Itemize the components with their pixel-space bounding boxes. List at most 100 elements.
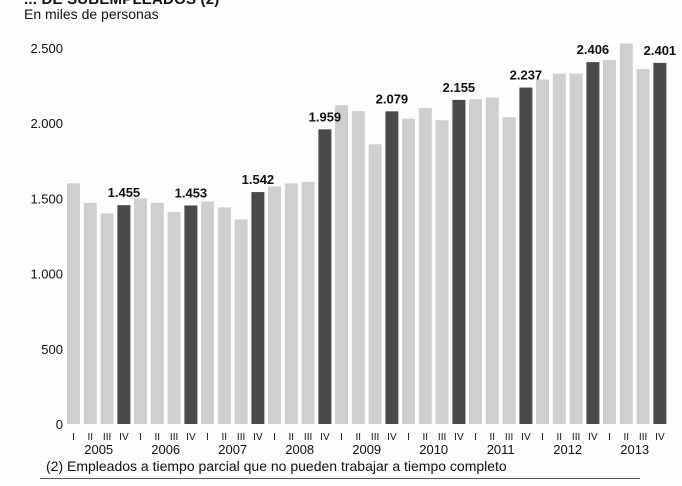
bar xyxy=(150,202,164,424)
bar xyxy=(636,69,650,424)
bar xyxy=(284,183,298,424)
bar xyxy=(469,99,482,425)
quarter-label: II xyxy=(624,432,630,443)
bar xyxy=(134,198,147,424)
quarter-label: III xyxy=(103,432,111,443)
quarter-label: II xyxy=(155,432,161,443)
bar xyxy=(485,97,499,424)
bar xyxy=(385,111,399,425)
year-label: 2009 xyxy=(352,442,381,457)
quarter-label: I xyxy=(273,432,276,443)
y-tick-label: 2.000 xyxy=(30,116,63,131)
quarter-label: I xyxy=(474,432,477,443)
bar xyxy=(536,79,549,425)
quarter-label: I xyxy=(608,432,611,443)
quarter-label: IV xyxy=(119,432,129,443)
quarter-label: I xyxy=(407,432,410,443)
year-label: 2005 xyxy=(84,442,113,457)
bar xyxy=(619,43,633,424)
quarter-label: IV xyxy=(521,432,531,443)
quarter-label: III xyxy=(639,432,647,443)
data-label: 2.155 xyxy=(443,80,476,95)
bar xyxy=(552,73,566,425)
y-tick-label: 2.500 xyxy=(30,41,63,56)
data-label: 1.455 xyxy=(108,185,141,200)
bar xyxy=(251,192,265,424)
quarter-label: I xyxy=(72,432,75,443)
bar xyxy=(603,60,616,424)
data-label: 2.079 xyxy=(376,91,409,106)
quarter-label: IV xyxy=(320,432,330,443)
bar xyxy=(318,129,332,424)
quarter-label: I xyxy=(206,432,209,443)
year-label: 2011 xyxy=(487,442,515,457)
bar xyxy=(435,120,449,424)
quarter-label: I xyxy=(541,432,544,443)
chart-title: ... DE SUBEMPLEADOS (2) xyxy=(24,0,219,8)
bar xyxy=(67,183,80,424)
data-label: 1.959 xyxy=(309,109,342,124)
year-label: 2008 xyxy=(285,442,314,457)
quarter-label: III xyxy=(505,432,513,443)
y-tick-label: 0 xyxy=(56,417,63,432)
quarter-label: II xyxy=(356,432,362,443)
y-tick-label: 500 xyxy=(41,342,63,357)
quarter-label: IV xyxy=(253,432,263,443)
bar xyxy=(452,99,466,424)
quarter-label: IV xyxy=(454,432,464,443)
year-label: 2013 xyxy=(620,442,649,457)
bars xyxy=(67,43,667,425)
year-label: 2010 xyxy=(419,442,448,457)
quarter-label: II xyxy=(423,432,429,443)
bar xyxy=(301,181,315,424)
bar xyxy=(201,201,214,424)
quarter-label: II xyxy=(222,432,228,443)
bar xyxy=(83,202,97,424)
quarter-label: IV xyxy=(588,432,598,443)
bar xyxy=(402,118,415,425)
quarter-label: III xyxy=(170,432,178,443)
data-label: 2.237 xyxy=(510,68,543,83)
bar xyxy=(167,211,181,424)
data-label: 1.453 xyxy=(175,185,208,200)
bar xyxy=(368,144,382,425)
bar xyxy=(569,73,583,425)
quarter-label: III xyxy=(371,432,379,443)
y-tick-label: 1.000 xyxy=(30,267,63,282)
quarter-label: III xyxy=(438,432,446,443)
data-label: 1.542 xyxy=(242,172,275,187)
bar xyxy=(418,108,432,424)
bar xyxy=(268,186,281,424)
quarter-label: IV xyxy=(186,432,196,443)
quarter-label: III xyxy=(304,432,312,443)
bar xyxy=(184,205,198,424)
quarter-label: III xyxy=(572,432,580,443)
footnote: (2) Empleados a tiempo parcial que no pu… xyxy=(46,458,507,474)
data-label: 2.401 xyxy=(644,43,677,58)
bar xyxy=(519,87,533,424)
quarter-label: II xyxy=(289,432,295,443)
quarter-label: II xyxy=(557,432,563,443)
bar xyxy=(586,62,600,424)
value-labels: 1.455 1.453 1.542 1.959 2.079 2.155 2.237 2.406… xyxy=(108,42,677,200)
bar xyxy=(351,111,365,424)
bar xyxy=(335,105,348,424)
year-label: 2006 xyxy=(151,442,180,457)
quarter-label: III xyxy=(237,432,245,443)
bar xyxy=(100,213,114,424)
bar xyxy=(217,207,231,424)
quarter-label: II xyxy=(490,432,496,443)
y-tick-label: 1.500 xyxy=(30,191,63,206)
quarter-label: II xyxy=(88,432,94,443)
footnote-rule xyxy=(40,478,640,479)
data-label: 2.406 xyxy=(577,42,610,57)
y-axis: 0 500 1.000 1.500 2.000 2.500 xyxy=(30,41,63,432)
bar xyxy=(653,62,667,425)
chart-subtitle: En miles de personas xyxy=(24,6,159,22)
year-label: 2012 xyxy=(553,442,582,457)
bar xyxy=(117,205,131,424)
bar xyxy=(502,117,516,425)
quarter-label: I xyxy=(340,432,343,443)
